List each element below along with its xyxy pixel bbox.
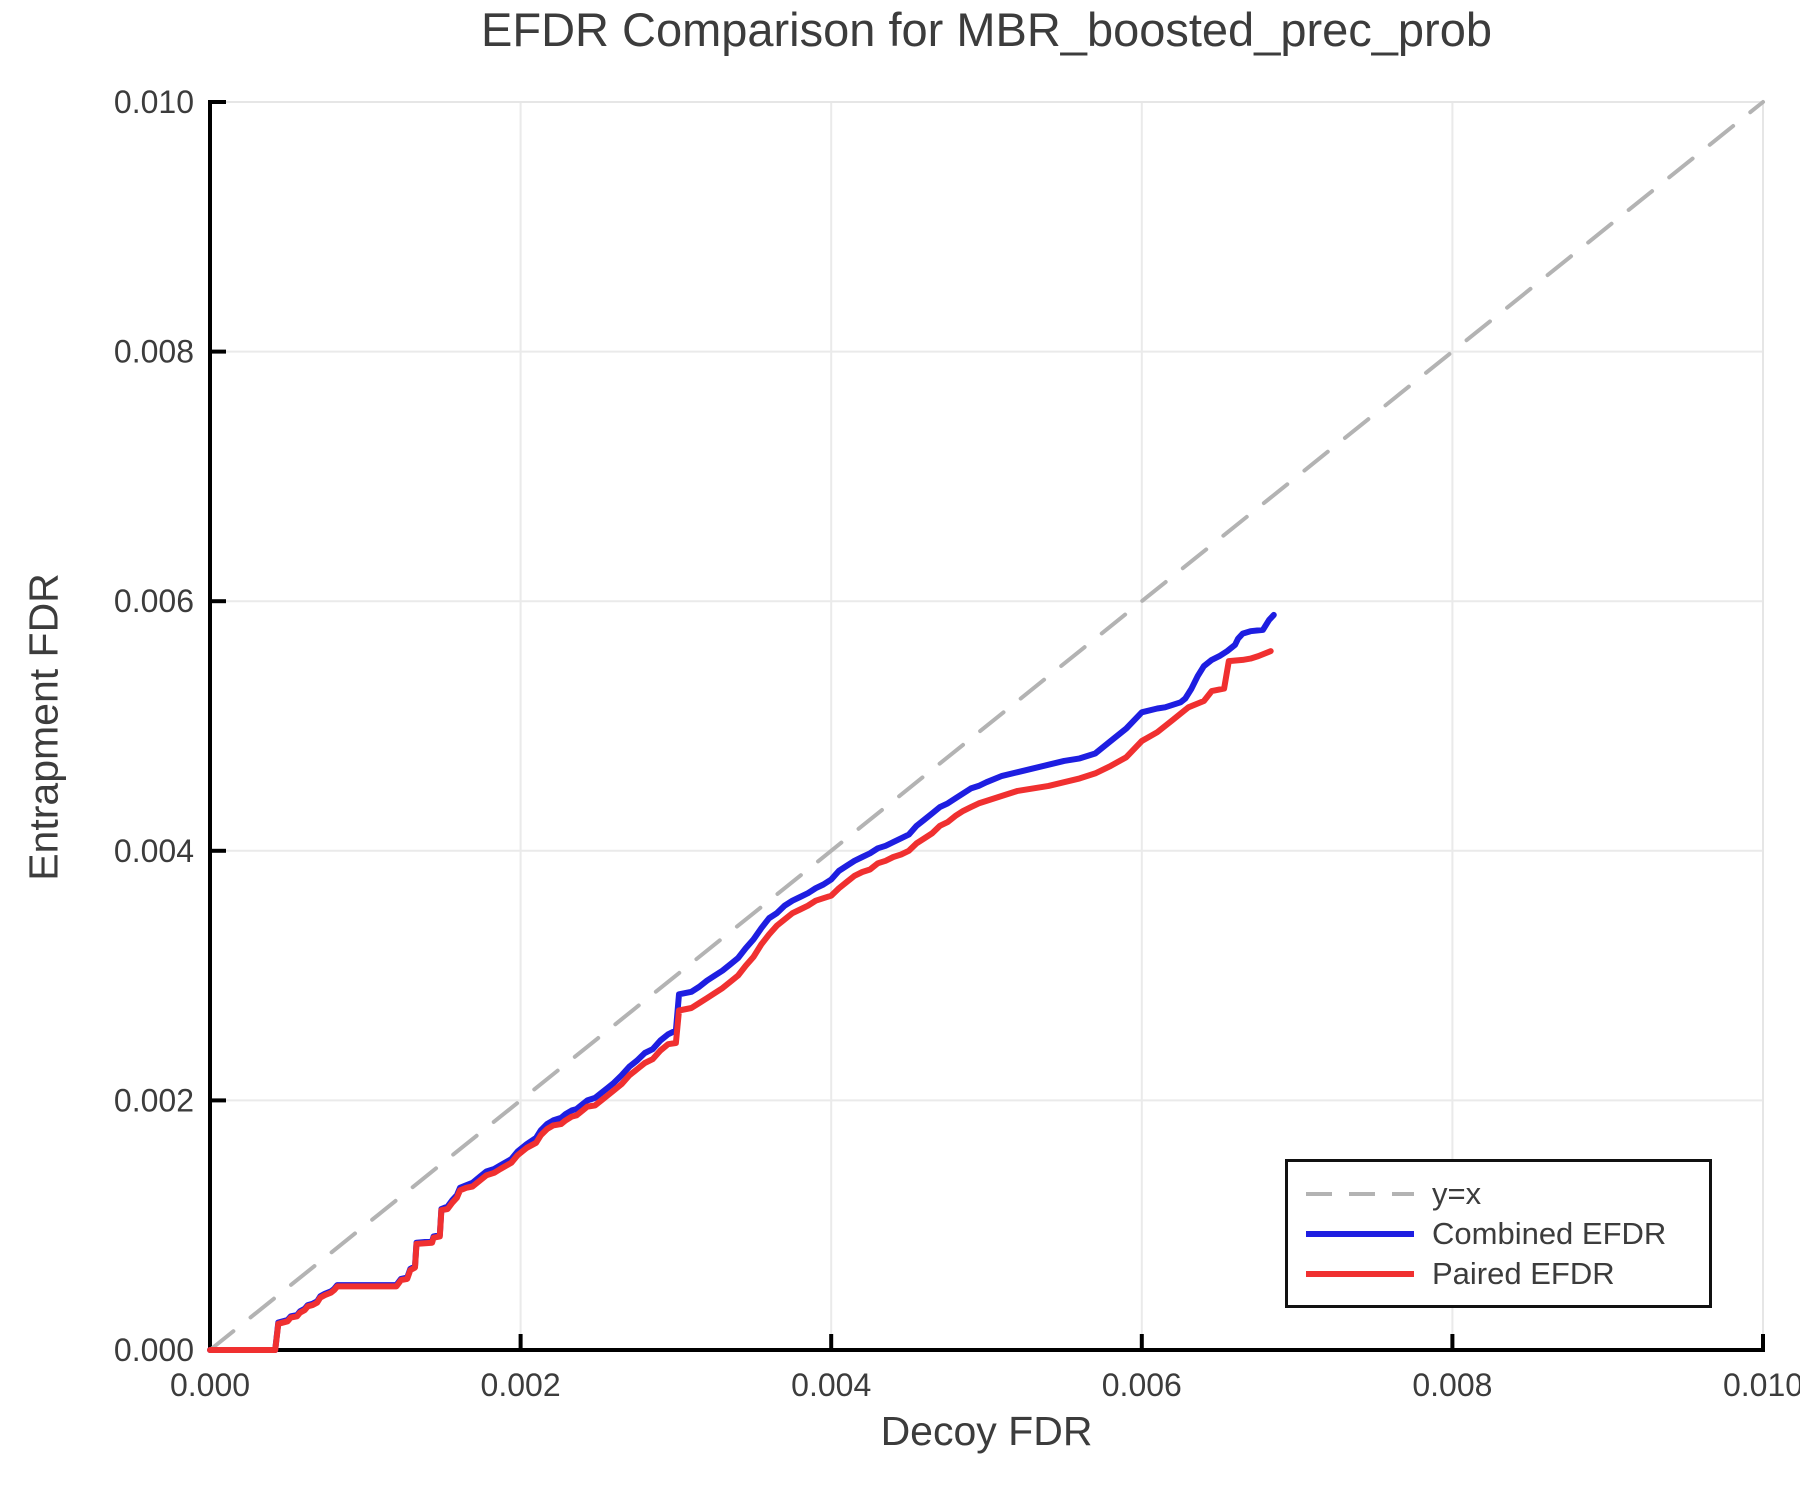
x-axis-title: Decoy FDR <box>880 1408 1093 1454</box>
legend-dashed-line-icon <box>1306 1191 1414 1196</box>
legend-label-identity: y=x <box>1432 1176 1482 1211</box>
chart-title: EFDR Comparison for MBR_boosted_prec_pro… <box>481 3 1492 56</box>
y-tick-label: 0.010 <box>114 84 194 120</box>
legend: y=x Combined EFDR Paired EFDR <box>1285 1159 1712 1308</box>
y-tick-label: 0.002 <box>114 1082 194 1118</box>
y-tick-label: 0.008 <box>114 334 194 370</box>
series-paired-efdr <box>207 648 1274 1353</box>
series-combined-efdr <box>207 611 1277 1353</box>
y-axis-title: Entrapment FDR <box>20 573 67 881</box>
x-tick-label: 0.006 <box>1102 1367 1182 1403</box>
legend-label-paired: Paired EFDR <box>1432 1256 1615 1291</box>
legend-row-identity: y=x <box>1304 1175 1709 1213</box>
y-tick-label: 0.004 <box>114 833 194 869</box>
x-tick-label: 0.010 <box>1723 1367 1800 1403</box>
x-tick-label: 0.002 <box>481 1367 561 1403</box>
y-tick-label: 0.006 <box>114 583 194 619</box>
legend-row-paired: Paired EFDR <box>1304 1255 1709 1293</box>
x-tick-label: 0.008 <box>1412 1367 1492 1403</box>
x-tick-label: 0.004 <box>791 1367 871 1403</box>
y-tick-label: 0.000 <box>114 1332 194 1368</box>
legend-combined-line-icon <box>1306 1230 1414 1237</box>
legend-label-combined: Combined EFDR <box>1432 1216 1667 1251</box>
x-tick-label: 0.000 <box>170 1367 250 1403</box>
legend-row-combined: Combined EFDR <box>1304 1215 1709 1253</box>
series-identity-line <box>208 100 1765 1352</box>
legend-paired-line-icon <box>1306 1270 1414 1277</box>
